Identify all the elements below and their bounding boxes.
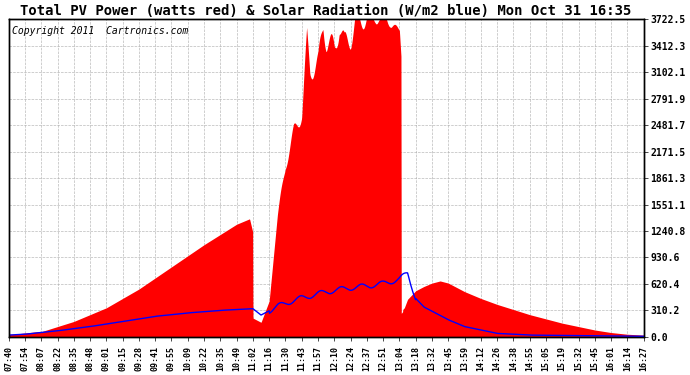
Title: Total PV Power (watts red) & Solar Radiation (W/m2 blue) Mon Oct 31 16:35: Total PV Power (watts red) & Solar Radia… (21, 4, 632, 18)
Text: Copyright 2011  Cartronics.com: Copyright 2011 Cartronics.com (12, 26, 188, 36)
